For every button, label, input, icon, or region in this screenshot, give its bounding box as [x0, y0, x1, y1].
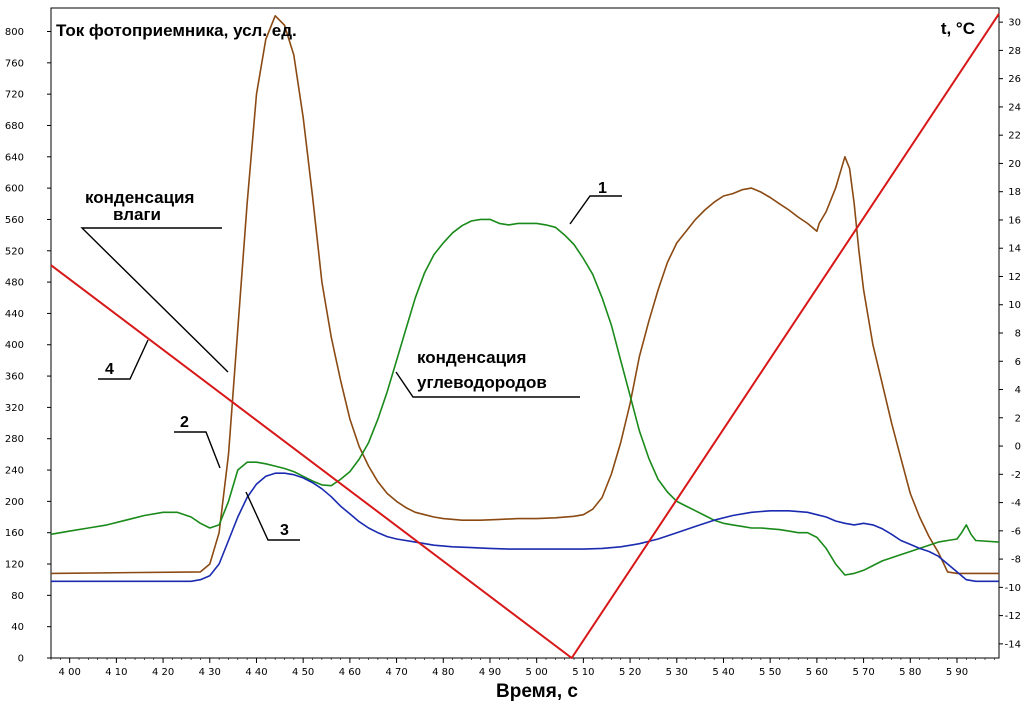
x-tick-label: 5 30 [666, 667, 688, 678]
y-tick-label: 440 [5, 309, 24, 320]
y2-tick-label: 26 [1008, 74, 1021, 85]
annotation-hydrocarbons-leader [395, 371, 580, 398]
x-tick-label: 4 40 [245, 667, 267, 678]
x-tick-label: 5 80 [899, 667, 921, 678]
y-tick-label: 120 [5, 560, 24, 571]
curve-label-2-leader [174, 431, 221, 469]
curve-label-3-leader [245, 491, 300, 541]
curve-label-2: 2 [174, 414, 221, 469]
y-tick-label: 720 [5, 90, 24, 101]
x-tick-label: 5 60 [806, 667, 828, 678]
y-tick-label: 800 [5, 27, 24, 38]
annotation-hydrocarbons: конденсация углеводородов [395, 348, 580, 398]
x-tick-label: 4 00 [59, 667, 81, 678]
y2-tick-label: -2 [1011, 470, 1021, 481]
curve-label-2-text: 2 [180, 414, 189, 431]
series-line-3 [51, 472, 999, 583]
series-line-1 [50, 15, 999, 575]
x-tick-label: 4 30 [199, 667, 221, 678]
y-tick-label: 480 [5, 278, 24, 289]
y-tick-label: 640 [5, 152, 24, 163]
y2-tick-label: -12 [1005, 611, 1021, 622]
annotation-moisture-line1: конденсация [85, 188, 194, 207]
y-tick-label: 400 [5, 340, 24, 351]
annotation-moisture-line2: влаги [113, 205, 161, 224]
x-tick-label: 5 00 [526, 667, 548, 678]
chart-title: Ток фотоприемника, усл. ед. [56, 21, 297, 40]
y-tick-label: 680 [5, 121, 24, 132]
curve-label-4-leader [98, 339, 149, 380]
y2-tick-label: 12 [1008, 272, 1021, 283]
y2-tick-label: 22 [1008, 131, 1021, 142]
y2-tick-label: 0 [1015, 442, 1021, 453]
y2-tick-label: 6 [1015, 357, 1021, 368]
curve-label-4: 4 [98, 339, 149, 380]
annotation-hydrocarbons-line1: конденсация [417, 348, 526, 367]
y2-tick-label: 28 [1008, 46, 1021, 57]
x-tick-label: 5 10 [572, 667, 594, 678]
y2-tick-label: -14 [1005, 639, 1021, 650]
x-tick-label: 4 10 [105, 667, 127, 678]
y2-tick-label: 18 [1008, 187, 1021, 198]
y2-tick-label: 8 [1015, 329, 1021, 340]
series-line-4 [50, 13, 1000, 659]
annotation-moisture-leader [80, 227, 229, 373]
y-tick-label: 0 [18, 654, 24, 665]
y2-tick-label: -4 [1011, 498, 1021, 509]
series-line-2 [50, 218, 1000, 576]
x-tick-label: 5 70 [852, 667, 874, 678]
y2-tick-label: 2 [1015, 413, 1021, 424]
y-tick-label: 40 [11, 622, 24, 633]
curve-label-3: 3 [245, 491, 300, 541]
y2-axis-ticks: -14-12-10-8-6-4-202468101214161820222426… [999, 18, 1021, 650]
y-axis-ticks: 0 40 80 120 160 200 240 280 320 360 400 440 480 520 56… [5, 27, 51, 665]
annotation-moisture: конденсация влаги [80, 188, 229, 373]
y2-tick-label: 10 [1008, 300, 1021, 311]
curve-label-3-text: 3 [280, 522, 289, 539]
y2-tick-label: 24 [1008, 102, 1021, 113]
y-tick-label: 520 [5, 246, 24, 257]
y2-tick-label: 14 [1008, 244, 1021, 255]
annotation-hydrocarbons-line2: углеводородов [417, 373, 547, 392]
y-tick-label: 240 [5, 466, 24, 477]
y2-tick-label: 16 [1008, 215, 1021, 226]
x-tick-label: 4 90 [479, 667, 501, 678]
y-tick-label: 360 [5, 372, 24, 383]
curve-label-1-text: 1 [598, 180, 607, 197]
series-lines [50, 13, 1000, 659]
x-tick-label: 4 80 [432, 667, 454, 678]
y2-tick-label: 20 [1008, 159, 1021, 170]
y2-tick-label: 30 [1008, 18, 1021, 29]
x-axis-ticks: 4 00 4 10 4 20 4 30 4 40 4 50 4 60 4 70 4 80 4 90… [50, 658, 995, 678]
x-tick-label: 4 70 [385, 667, 407, 678]
x-tick-label: 5 40 [712, 667, 734, 678]
y2-tick-label: -8 [1011, 555, 1021, 566]
y-tick-label: 560 [5, 215, 24, 226]
plot-frame [50, 7, 1000, 659]
right-axis-label: t, °C [941, 19, 975, 38]
y-tick-label: 200 [5, 497, 24, 508]
x-tick-label: 5 90 [946, 667, 968, 678]
x-tick-label: 4 60 [339, 667, 361, 678]
x-tick-label: 5 20 [619, 667, 641, 678]
y-tick-label: 280 [5, 434, 24, 445]
y2-tick-label: -6 [1011, 526, 1021, 537]
curve-label-4-text: 4 [105, 361, 114, 378]
y-tick-label: 760 [5, 58, 24, 69]
y-tick-label: 320 [5, 403, 24, 414]
x-tick-label: 5 50 [759, 667, 781, 678]
x-tick-label: 4 20 [152, 667, 174, 678]
x-axis-label: Время, с [496, 681, 578, 702]
curve-label-1-leader [569, 195, 622, 225]
x-tick-label: 4 50 [292, 667, 314, 678]
y-tick-label: 160 [5, 528, 24, 539]
y2-tick-label: 4 [1015, 385, 1021, 396]
y-tick-label: 80 [11, 591, 24, 602]
y-tick-label: 600 [5, 184, 24, 195]
curve-label-1: 1 [569, 180, 622, 225]
y2-tick-label: -10 [1005, 583, 1021, 594]
